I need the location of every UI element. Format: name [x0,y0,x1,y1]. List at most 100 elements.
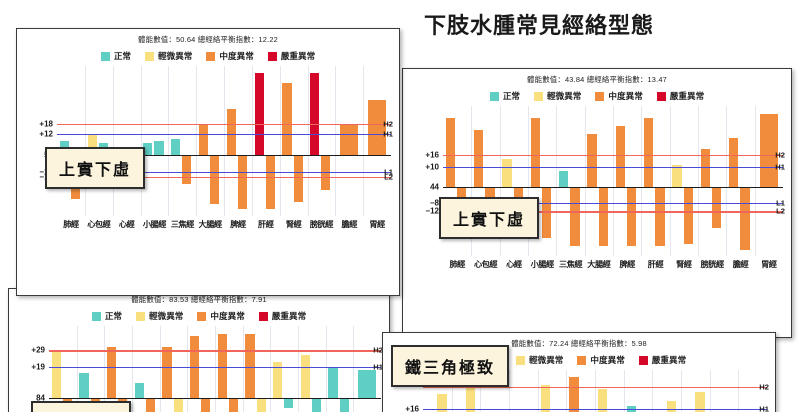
chart-bar[interactable] [134,383,144,398]
meridian-slot[interactable] [140,66,168,216]
chart-bar[interactable] [672,164,682,188]
chart-bar[interactable] [162,347,172,398]
chart-card-top-left[interactable]: 體能數值：50.64 總經絡平衡指數：12.22 正常 輕微異常 中度異常 嚴重… [16,28,400,296]
chart-bar[interactable] [559,170,569,188]
meridian-slot[interactable] [670,106,698,256]
meridian-slot[interactable] [132,326,160,412]
meridian-slot[interactable] [710,370,739,412]
chart-bar[interactable] [145,397,155,412]
chart-bar[interactable] [273,361,283,398]
chart-bar[interactable] [530,118,541,188]
chart-bar[interactable] [143,142,153,155]
meridian-slot[interactable] [280,66,308,216]
chart-bar[interactable] [339,397,349,412]
chart-bar[interactable] [237,154,247,210]
meridian-slot[interactable] [363,66,391,216]
chart-card-bottom-left[interactable]: 體能數值：83.53 總經絡平衡指數：7.91 正常 輕微異常 中度異常 嚴重異… [8,288,390,412]
chart-bar[interactable] [300,355,310,398]
chart-bar[interactable] [254,72,264,155]
meridian-slot[interactable] [335,66,363,216]
meridian-slot[interactable] [652,370,681,412]
chart-bar[interactable] [228,397,238,412]
chart-bar[interactable] [597,389,608,412]
meridian-slot[interactable] [243,326,271,412]
chart-bar[interactable] [265,154,275,210]
meridian-slot[interactable] [215,326,243,412]
meridian-slot[interactable] [307,66,335,216]
chart-bar[interactable] [154,141,164,155]
meridian-slot[interactable] [326,326,354,412]
chart-bar[interactable] [474,130,484,188]
meridian-slot[interactable] [681,370,710,412]
chart-bar[interactable] [293,154,303,203]
chart-bar[interactable] [87,134,97,155]
chart-bar[interactable] [627,187,637,246]
chart-bar[interactable] [695,391,705,412]
chart-bar[interactable] [569,377,579,412]
chart-bar[interactable] [587,134,597,188]
chart-bar[interactable] [437,394,447,412]
meridian-slot[interactable] [698,106,726,256]
chart-card-top-right[interactable]: 體能數值：43.84 總經絡平衡指數：13.47 正常 輕微異常 中度異常 嚴重… [402,68,792,338]
chart-bar[interactable] [712,187,722,228]
meridian-slot[interactable] [353,326,381,412]
chart-bar[interactable] [107,347,117,398]
chart-bar[interactable] [759,114,778,188]
meridian-slot[interactable] [168,66,196,216]
chart-bar[interactable] [79,373,89,398]
meridian-slot[interactable] [270,326,298,412]
chart-bar[interactable] [358,370,377,398]
chart-bar[interactable] [540,384,550,412]
chart-bar[interactable] [644,118,654,188]
meridian-slot[interactable] [224,66,252,216]
chart-bar[interactable] [466,384,476,412]
chart-bar[interactable] [226,108,236,155]
chart-bar[interactable] [256,397,266,412]
meridian-slot[interactable] [160,326,188,412]
chart-bar[interactable] [368,100,386,155]
chart-card-bottom-right[interactable]: 體能數值：72.24 總經絡平衡指數：5.98 正常 輕微異常 中度異常 嚴重異… [382,332,776,412]
chart-bar[interactable] [740,187,750,250]
chart-bar[interactable] [171,139,181,155]
meridian-slot[interactable] [566,370,595,412]
chart-bar[interactable] [666,401,677,412]
meridian-slot[interactable] [585,106,613,256]
chart-bar[interactable] [282,83,292,155]
chart-bar[interactable] [729,138,739,188]
chart-bar[interactable] [173,397,183,412]
chart-bar[interactable] [284,397,294,408]
chart-bar[interactable] [328,366,338,398]
chart-bar[interactable] [445,118,456,188]
meridian-slot[interactable] [509,370,538,412]
meridian-slot[interactable] [196,66,224,216]
meridian-slot[interactable] [624,370,653,412]
meridian-slot[interactable] [538,370,567,412]
chart-bar[interactable] [502,158,512,188]
meridian-slot[interactable] [556,106,584,256]
chart-bar[interactable] [245,334,255,398]
chart-bar[interactable] [198,123,209,155]
chart-bar[interactable] [51,350,61,398]
meridian-slot[interactable] [726,106,754,256]
meridian-slot[interactable] [252,66,280,216]
chart-bar[interactable] [615,126,626,188]
meridian-slot[interactable] [298,326,326,412]
meridian-slot[interactable] [423,370,452,412]
chart-bar[interactable] [201,397,211,412]
chart-bar[interactable] [182,154,192,184]
meridian-slot[interactable] [595,370,624,412]
chart-bar[interactable] [310,72,320,155]
chart-bar[interactable] [340,123,359,155]
chart-bar[interactable] [210,154,220,205]
meridian-slot[interactable] [113,66,141,216]
chart-bar[interactable] [683,187,694,244]
meridian-slot[interactable] [85,66,113,216]
chart-bar[interactable] [655,187,665,246]
chart-bar[interactable] [598,187,609,246]
meridian-slot[interactable] [613,106,641,256]
chart-bar[interactable] [570,187,580,246]
chart-bar[interactable] [311,397,321,412]
meridian-slot[interactable] [452,370,481,412]
chart-bar[interactable] [217,334,227,398]
meridian-slot[interactable] [641,106,669,256]
